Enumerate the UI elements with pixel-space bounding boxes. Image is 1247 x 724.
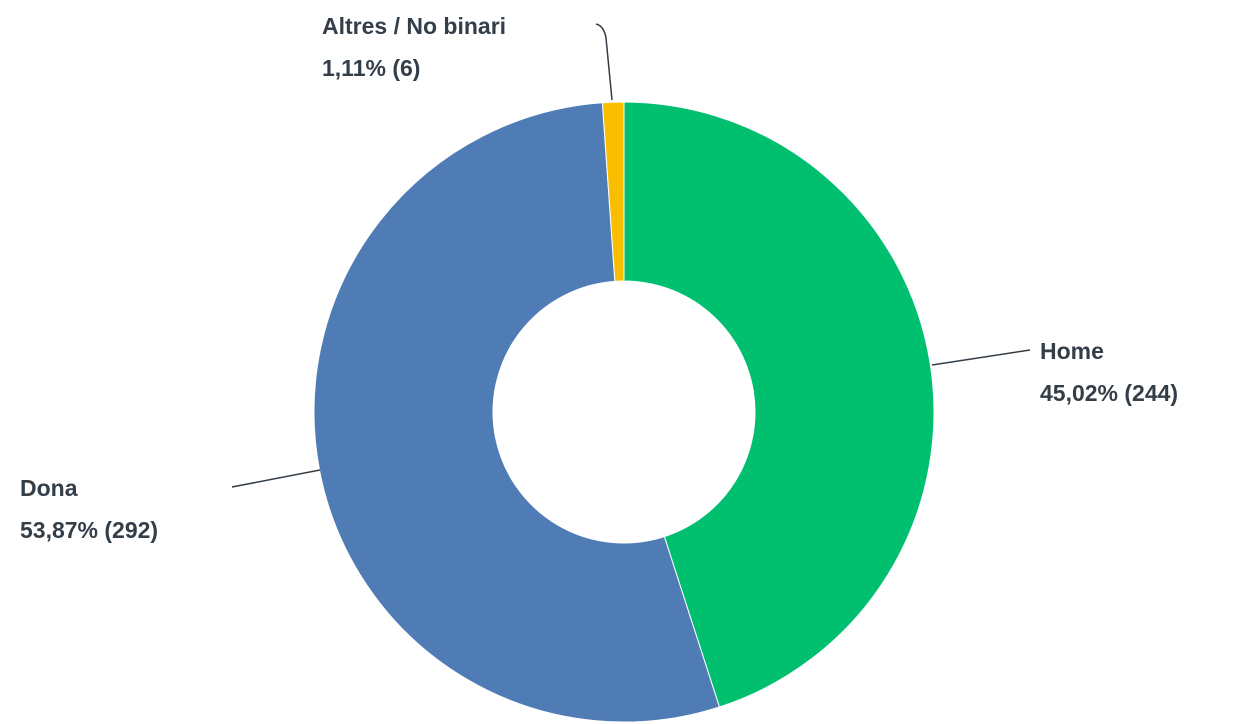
leader-line — [231, 469, 321, 488]
slice-value-label: 1,11% (6) — [322, 55, 420, 81]
donut-slice — [623, 101, 935, 708]
slice-label: Home — [1040, 338, 1104, 364]
donut-slice — [313, 102, 721, 723]
leader-line — [931, 349, 1031, 366]
slice-label: Altres / No binari — [322, 13, 506, 39]
donut-slice — [601, 101, 625, 282]
slice-label: Dona — [20, 475, 78, 501]
leader-line — [595, 23, 613, 101]
slice-value-label: 45,02% (244) — [1040, 380, 1178, 406]
slice-value-label: 53,87% (292) — [20, 517, 158, 543]
